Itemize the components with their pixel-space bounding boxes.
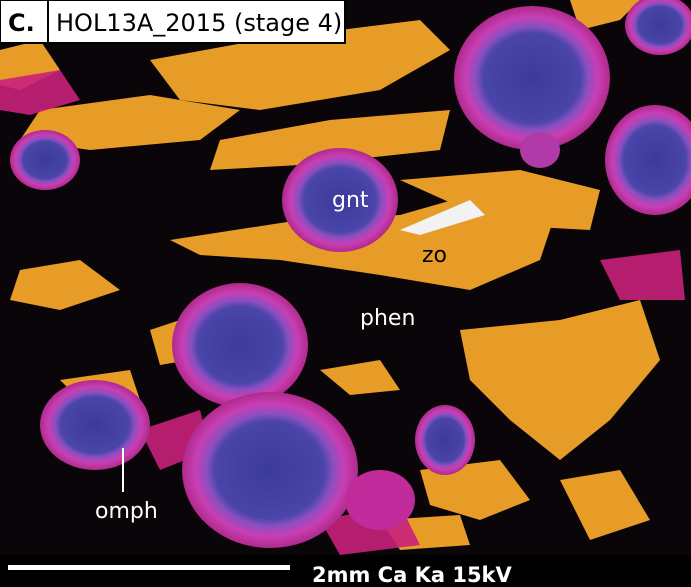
scale-label: 2mm Ca Ka 15kV (312, 563, 513, 587)
page: C. HOL13A_2015 (stage 4) gnt zo phen omp… (0, 0, 691, 587)
element-map: C. HOL13A_2015 (stage 4) gnt zo phen omp… (0, 0, 691, 587)
scale-bar (8, 565, 290, 570)
sample-title: HOL13A_2015 (stage 4) (56, 9, 342, 37)
mineral-label: phen (360, 306, 415, 331)
mineral-label: omph (95, 499, 158, 524)
panel-label: C. (8, 9, 35, 37)
mineral-label: zo (422, 243, 447, 268)
mineral-label: gnt (332, 188, 369, 213)
